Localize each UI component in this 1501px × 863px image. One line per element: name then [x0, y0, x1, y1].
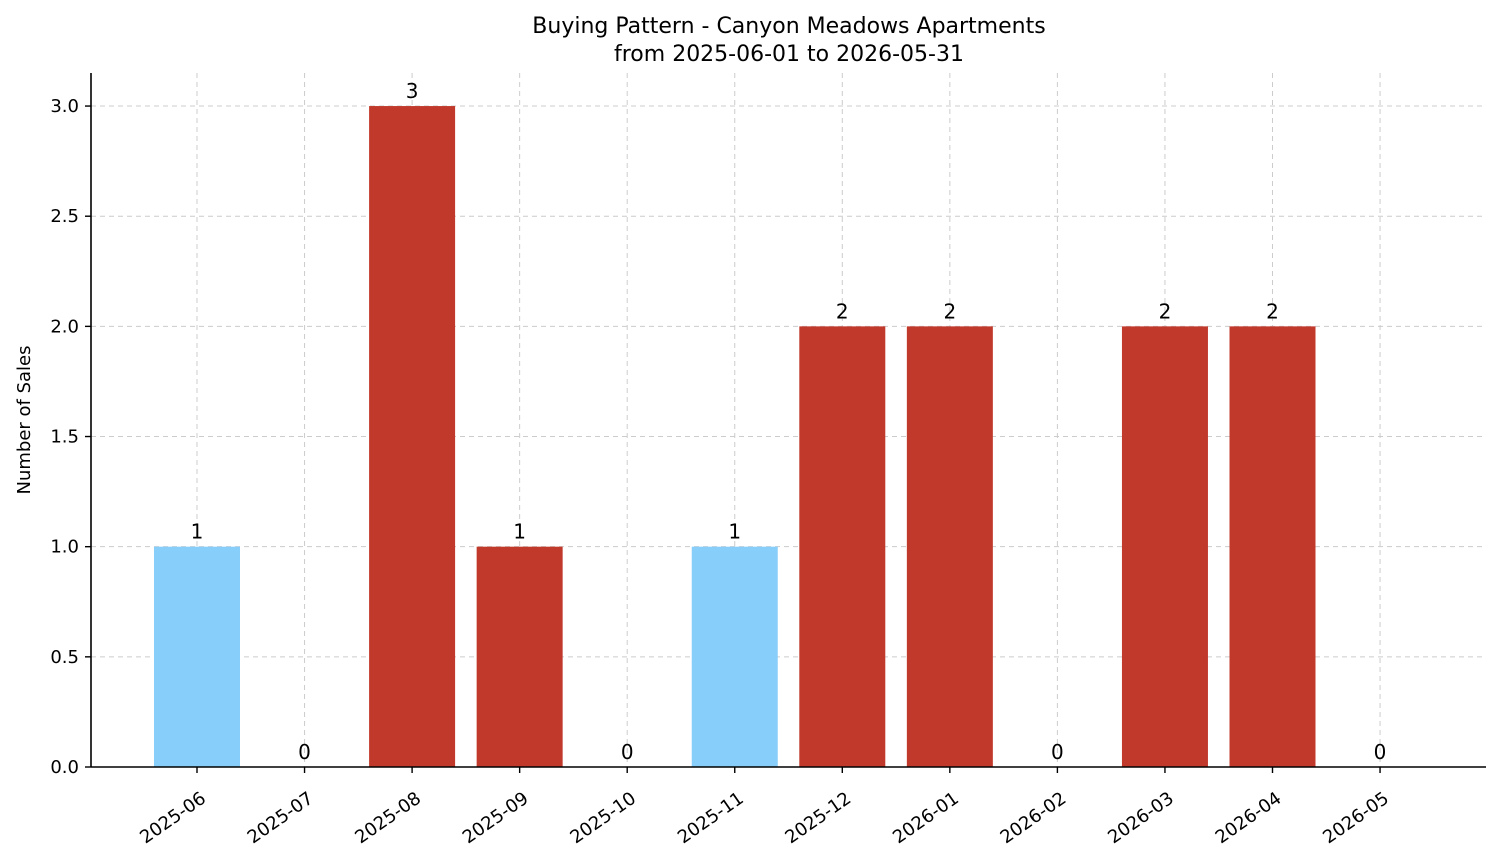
axes	[90, 73, 1486, 768]
y-tick-label: 0.0	[50, 757, 79, 778]
x-tick-label: 2025-11	[674, 788, 748, 848]
x-tick-label: 2025-08	[351, 788, 425, 848]
y-tick-label: 2.0	[50, 316, 79, 337]
data-label: 1	[728, 520, 741, 544]
y-tick-label: 1.5	[50, 427, 79, 448]
x-tick-label: 2025-12	[782, 788, 856, 848]
bar	[691, 546, 778, 767]
bar	[369, 106, 456, 768]
bar	[1121, 326, 1208, 767]
x-tick-label: 2026-04	[1212, 788, 1286, 848]
x-tick-label: 2025-09	[459, 788, 533, 848]
data-label: 0	[1374, 740, 1387, 764]
y-tick-label: 1.0	[50, 537, 79, 558]
data-label: 1	[513, 520, 526, 544]
x-tick-label: 2026-05	[1319, 788, 1393, 848]
data-label: 2	[836, 299, 849, 323]
x-tick-label: 2026-01	[889, 788, 963, 848]
data-label: 1	[191, 520, 204, 544]
x-tick-label: 2025-06	[136, 788, 210, 848]
data-label: 0	[298, 740, 311, 764]
y-ticks: 0.0 0.5 1.0 1.5 2.0 2.5 3.0	[50, 96, 91, 778]
data-label: 3	[406, 79, 419, 103]
y-tick-label: 3.0	[50, 96, 79, 117]
data-label: 2	[1159, 299, 1172, 323]
chart-title: Buying Pattern - Canyon Meadows Apartmen…	[532, 14, 1045, 39]
data-label: 0	[1051, 740, 1064, 764]
bar	[476, 546, 563, 767]
x-tick-label: 2026-02	[997, 788, 1071, 848]
x-ticks: 2025-06 2025-07 2025-08 2025-09 2025-10 2025-…	[136, 767, 1393, 848]
bar	[154, 546, 240, 767]
bars	[154, 106, 1316, 768]
bar	[799, 326, 886, 767]
data-label: 2	[1266, 299, 1279, 323]
x-tick-label: 2026-03	[1104, 788, 1178, 848]
x-tick-label: 2025-10	[566, 788, 640, 848]
data-labels: 1 0 3 1 0 1 2 2 0 2 2 0	[191, 79, 1387, 764]
data-label: 2	[943, 299, 956, 323]
bar	[1229, 326, 1316, 767]
chart-subtitle: from 2025-06-01 to 2026-05-31	[614, 42, 964, 67]
bar	[906, 326, 993, 767]
y-axis-label: Number of Sales	[14, 345, 35, 494]
y-tick-label: 2.5	[50, 206, 79, 227]
x-tick-label: 2025-07	[244, 788, 318, 848]
y-tick-label: 0.5	[50, 647, 79, 668]
data-label: 0	[621, 740, 634, 764]
